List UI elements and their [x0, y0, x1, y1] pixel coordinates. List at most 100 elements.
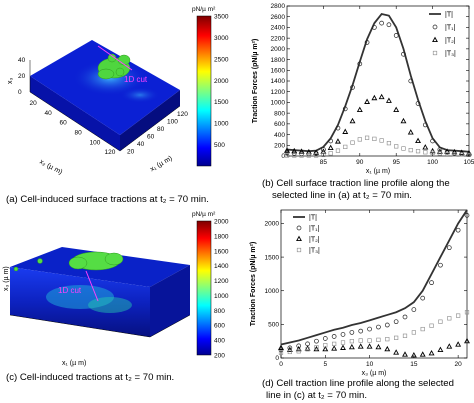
data-point-triangle	[366, 343, 373, 349]
data-point-triangle	[291, 147, 298, 154]
data-point-circle	[291, 150, 297, 156]
data-point-square	[423, 150, 428, 155]
colorbar-tick-label: 1800	[214, 233, 229, 240]
y-tick-label: 1200	[271, 89, 286, 96]
data-point-square	[415, 149, 421, 154]
colorbar-tick-label: 2500	[214, 56, 229, 63]
data-point-triangle	[464, 337, 470, 344]
data-point-square	[432, 50, 438, 56]
data-point-square	[452, 152, 457, 157]
y-tick-label: 2000	[271, 46, 286, 53]
x-tick-label: 95	[393, 159, 401, 166]
data-point-triangle	[284, 147, 290, 153]
data-point-square	[305, 347, 310, 352]
data-point-triangle	[286, 346, 293, 352]
colorbar-tick-label: 400	[214, 338, 225, 345]
data-point-circle	[408, 78, 414, 84]
c-1d-cut-line	[85, 270, 99, 302]
data-point-circle	[349, 330, 355, 335]
data-point-square	[379, 138, 384, 143]
caption-c: (c) Cell-induced tractions at t₂ = 70 mi…	[6, 372, 175, 383]
a-x3-label: x₃	[7, 78, 14, 85]
plot-frame	[286, 5, 470, 157]
data-point-square	[323, 343, 328, 348]
data-point-triangle	[342, 128, 349, 134]
data-point-circle	[430, 138, 435, 144]
data-point-square	[343, 144, 348, 149]
legend-label: |T₂|	[309, 237, 320, 244]
a-x2-label: x₂ (µ m)	[38, 158, 63, 176]
data-point-triangle	[410, 351, 417, 358]
data-point-square	[335, 148, 341, 153]
colorbar-tick-label: 1600	[214, 248, 229, 255]
data-point-square	[296, 349, 301, 354]
data-point-circle	[415, 101, 421, 106]
legend-label: |T₁|	[445, 25, 455, 32]
data-point-circle	[322, 336, 328, 341]
block-right-face	[120, 90, 180, 151]
x-tick-label: 85	[320, 159, 328, 166]
y-tick-label: 1500	[265, 254, 280, 261]
x-tick-label: 100	[427, 159, 438, 166]
y-tick-label: 500	[268, 322, 279, 329]
caption-b-line1: (b) Cell surface traction line profile a…	[262, 178, 450, 189]
legend-label: |T₃|	[309, 248, 320, 255]
data-point-circle	[335, 125, 341, 131]
cell-body-3d	[13, 251, 124, 272]
y-tick-label: 1000	[265, 288, 280, 295]
data-point-circle	[350, 85, 355, 90]
data-point-triangle	[393, 106, 400, 112]
data-point-square	[357, 137, 362, 142]
data-point-square	[445, 151, 450, 156]
data-point-triangle	[432, 36, 438, 43]
data-point-triangle	[437, 346, 444, 352]
y-tick-label: 800	[274, 110, 285, 117]
a-x1-tick-label: 100	[167, 118, 178, 125]
data-point-square	[314, 345, 319, 350]
series-line-total	[286, 13, 470, 153]
data-point-square	[430, 150, 435, 155]
data-point-triangle	[348, 343, 355, 350]
data-point-square	[408, 148, 413, 153]
x-tick-label: 105	[464, 159, 474, 166]
data-point-circle	[411, 307, 417, 312]
data-point-circle	[321, 147, 326, 152]
a-x2-tick-label: 120	[105, 149, 116, 156]
y-tick-label: 600	[274, 121, 285, 128]
data-point-triangle	[384, 345, 391, 352]
data-point-circle	[432, 24, 438, 30]
data-point-square	[376, 337, 381, 342]
data-point-triangle	[444, 148, 451, 154]
y-tick-label: 0	[275, 355, 279, 362]
data-point-triangle	[278, 344, 284, 350]
data-point-square	[321, 152, 326, 158]
x-tick-label: 5	[323, 361, 327, 368]
data-point-square	[364, 135, 370, 140]
data-point-circle	[438, 262, 443, 268]
y-axis-label: Traction Forces (pN/µ m²)	[252, 39, 259, 124]
data-point-triangle	[334, 138, 341, 144]
y-axis-label: Traction Forces (pN/µ m²)	[250, 242, 257, 327]
data-point-square	[306, 153, 311, 158]
y-tick-label: 1600	[271, 67, 286, 74]
data-point-square	[278, 350, 284, 355]
data-point-square	[420, 326, 425, 332]
a-x2-tick-label: 40	[45, 110, 53, 117]
data-point-triangle	[298, 148, 305, 154]
data-point-triangle	[357, 343, 364, 349]
data-point-triangle	[446, 343, 453, 349]
series-line-total	[280, 209, 468, 346]
colorbar-tick-label: 500	[214, 142, 225, 149]
data-point-square	[328, 151, 333, 156]
caption-d-line1: (d) Cell traction line profile along the…	[262, 378, 454, 389]
data-point-square	[402, 333, 408, 338]
data-point-circle	[393, 319, 399, 325]
data-point-square	[299, 153, 304, 158]
data-point-triangle	[375, 343, 382, 350]
data-point-triangle	[296, 235, 302, 242]
a-colorbar-unit: pN/µ m²	[192, 6, 216, 13]
a-x1-tick-label: 40	[137, 141, 145, 148]
data-point-square	[447, 316, 452, 321]
plot-frame	[280, 209, 468, 359]
y-tick-label: 200	[274, 142, 285, 149]
